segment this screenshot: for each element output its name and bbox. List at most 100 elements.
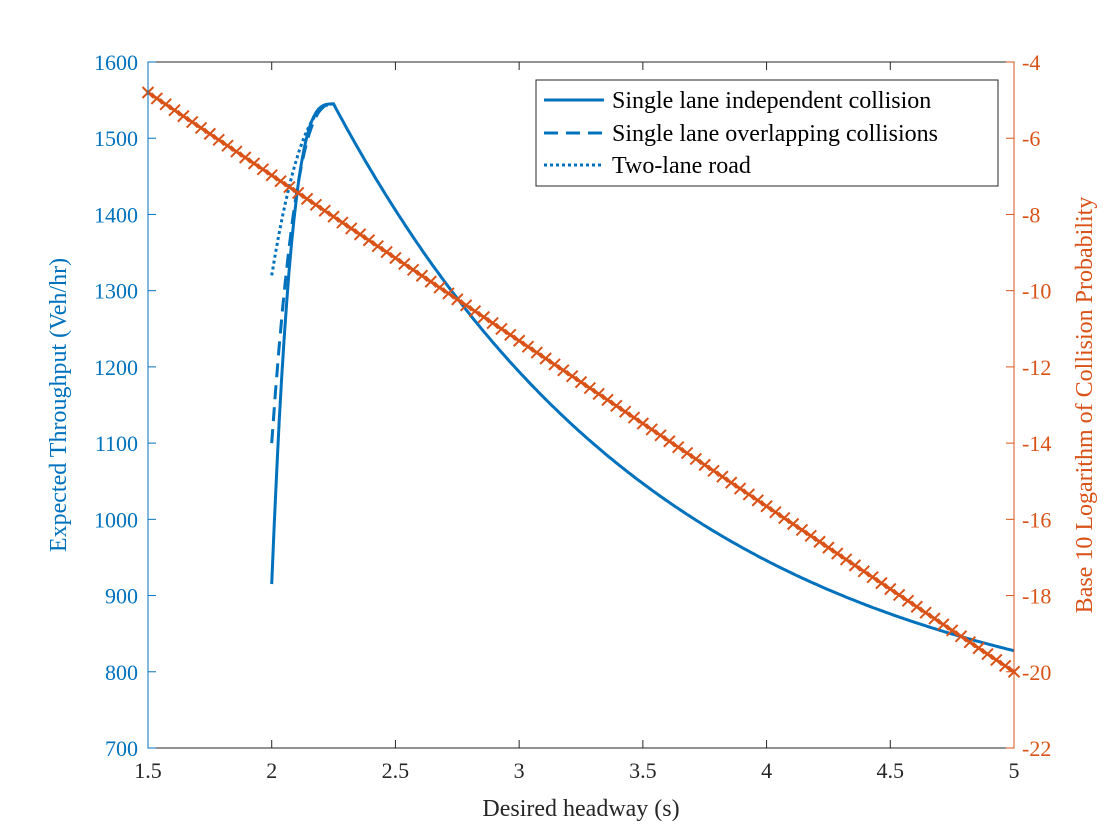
series-layer [141, 86, 1021, 678]
collision-probability-marker [406, 263, 420, 277]
collision-probability-marker [177, 109, 190, 123]
collision-probability-marker [194, 121, 208, 135]
collision-probability-marker [760, 500, 773, 513]
collision-probability-marker [698, 458, 711, 472]
collision-probability-marker [415, 269, 429, 282]
collision-probability-marker [212, 133, 225, 146]
collision-probability-marker [636, 417, 650, 430]
collision-probability-marker [618, 405, 632, 418]
x-tick-label: 4.5 [877, 758, 905, 783]
collision-probability-marker [910, 600, 924, 613]
collision-probability-marker [512, 334, 526, 347]
y-left-tick-label: 800 [105, 660, 138, 685]
y-right-tick-label: -18 [1022, 584, 1051, 609]
collision-probability-marker [654, 429, 667, 442]
collision-probability-marker [300, 192, 314, 206]
collision-probability-marker [892, 588, 906, 602]
collision-probability-marker [742, 488, 756, 501]
y-left-tick-label: 1400 [94, 202, 138, 227]
collision-probability-marker [318, 204, 331, 217]
collision-probability-marker [451, 293, 464, 306]
y-right-tick-label: -22 [1022, 736, 1051, 761]
collision-probability-marker [265, 169, 278, 182]
collision-probability-markers [141, 86, 1021, 678]
y-axis-right: -22 -20 -18 -16 -14 -12 -10 -8 -6 -4 [1006, 50, 1051, 761]
collision-probability-marker [928, 612, 941, 625]
collision-probability-marker [327, 210, 340, 223]
collision-probability-marker [185, 115, 199, 129]
collision-probability-marker [283, 180, 296, 194]
collision-probability-marker [557, 364, 570, 377]
collision-probability-marker [380, 245, 393, 259]
x-tick-label: 5 [1009, 758, 1020, 783]
collision-probability-marker [601, 393, 614, 407]
collision-probability-marker [990, 653, 1003, 667]
y-left-tick-label: 1500 [94, 126, 138, 151]
collision-probability-marker [751, 494, 764, 507]
collision-probability-marker [778, 511, 791, 525]
collision-probability-marker [680, 446, 694, 460]
collision-probability-marker [831, 547, 844, 560]
series-single-lane-overlapping-line [270, 102, 334, 444]
y-right-tick-label: -6 [1022, 126, 1040, 151]
collision-probability-marker [203, 127, 217, 141]
collision-probability-marker [945, 624, 959, 637]
collision-probability-marker [981, 647, 994, 661]
legend-label-series-3: Two-lane road [612, 153, 751, 179]
collision-probability-marker [530, 346, 544, 359]
collision-probability-marker [937, 618, 950, 631]
collision-probability-marker [716, 470, 729, 483]
x-tick-label: 3 [514, 758, 525, 783]
y-left-tick-label: 700 [105, 736, 138, 761]
collision-probability-marker [671, 440, 685, 454]
collision-probability-marker [345, 222, 358, 235]
collision-probability-marker [954, 630, 968, 643]
collision-probability-marker [795, 523, 809, 537]
collision-probability-marker [592, 387, 605, 401]
y-right-tick-label: -20 [1022, 660, 1051, 685]
collision-probability-marker [274, 174, 287, 188]
collision-probability-marker [424, 275, 437, 288]
y-left-tick-label: 1600 [94, 50, 138, 75]
collision-probability-marker [442, 287, 455, 300]
collision-probability-marker [256, 163, 270, 176]
collision-probability-marker [857, 565, 870, 578]
x-axis-title: Desired headway (s) [482, 796, 679, 822]
x-tick-label: 3.5 [629, 758, 657, 783]
collision-probability-marker [689, 452, 703, 466]
collision-probability-marker [963, 636, 977, 649]
legend-label-series-1: Single lane independent collision [612, 88, 931, 114]
collision-probability-marker [548, 358, 561, 371]
collision-probability-marker [627, 411, 641, 424]
collision-probability-marker [389, 251, 402, 265]
collision-probability-marker [574, 375, 588, 389]
collision-probability-marker [998, 659, 1012, 673]
collision-probability-marker [769, 505, 782, 519]
collision-probability-marker [353, 228, 367, 241]
collision-probability-marker [645, 423, 658, 436]
x-axis: 1.5 2 2.5 3 3.5 4 4.5 5 [134, 62, 1020, 783]
y-left-tick-label: 1300 [94, 279, 138, 304]
legend: Single lane independent collision Single… [535, 79, 999, 187]
collision-probability-marker [433, 281, 446, 294]
collision-probability-marker [221, 139, 234, 152]
x-tick-label: 4 [761, 758, 772, 783]
x-tick-label: 1.5 [134, 758, 162, 783]
collision-probability-marker [336, 216, 349, 229]
legend-label-series-2: Single lane overlapping collisions [612, 121, 938, 147]
collision-probability-marker [362, 234, 376, 247]
y-axis-right-title: Base 10 Logarithm of Collision Probabili… [1072, 197, 1098, 614]
y-right-tick-label: -4 [1022, 50, 1040, 75]
collision-probability-marker [309, 198, 323, 212]
y-right-tick-label: -8 [1022, 202, 1040, 227]
collision-probability-marker [839, 553, 853, 566]
collision-probability-marker [610, 399, 623, 412]
collision-probability-marker [398, 257, 411, 271]
y-right-tick-label: -12 [1022, 355, 1051, 380]
y-axis-left: 700 800 900 1000 1100 1200 1300 1400 1500 1600 [94, 50, 156, 761]
collision-probability-marker [504, 328, 517, 342]
collision-probability-marker [159, 98, 172, 111]
collision-probability-marker [875, 576, 888, 590]
